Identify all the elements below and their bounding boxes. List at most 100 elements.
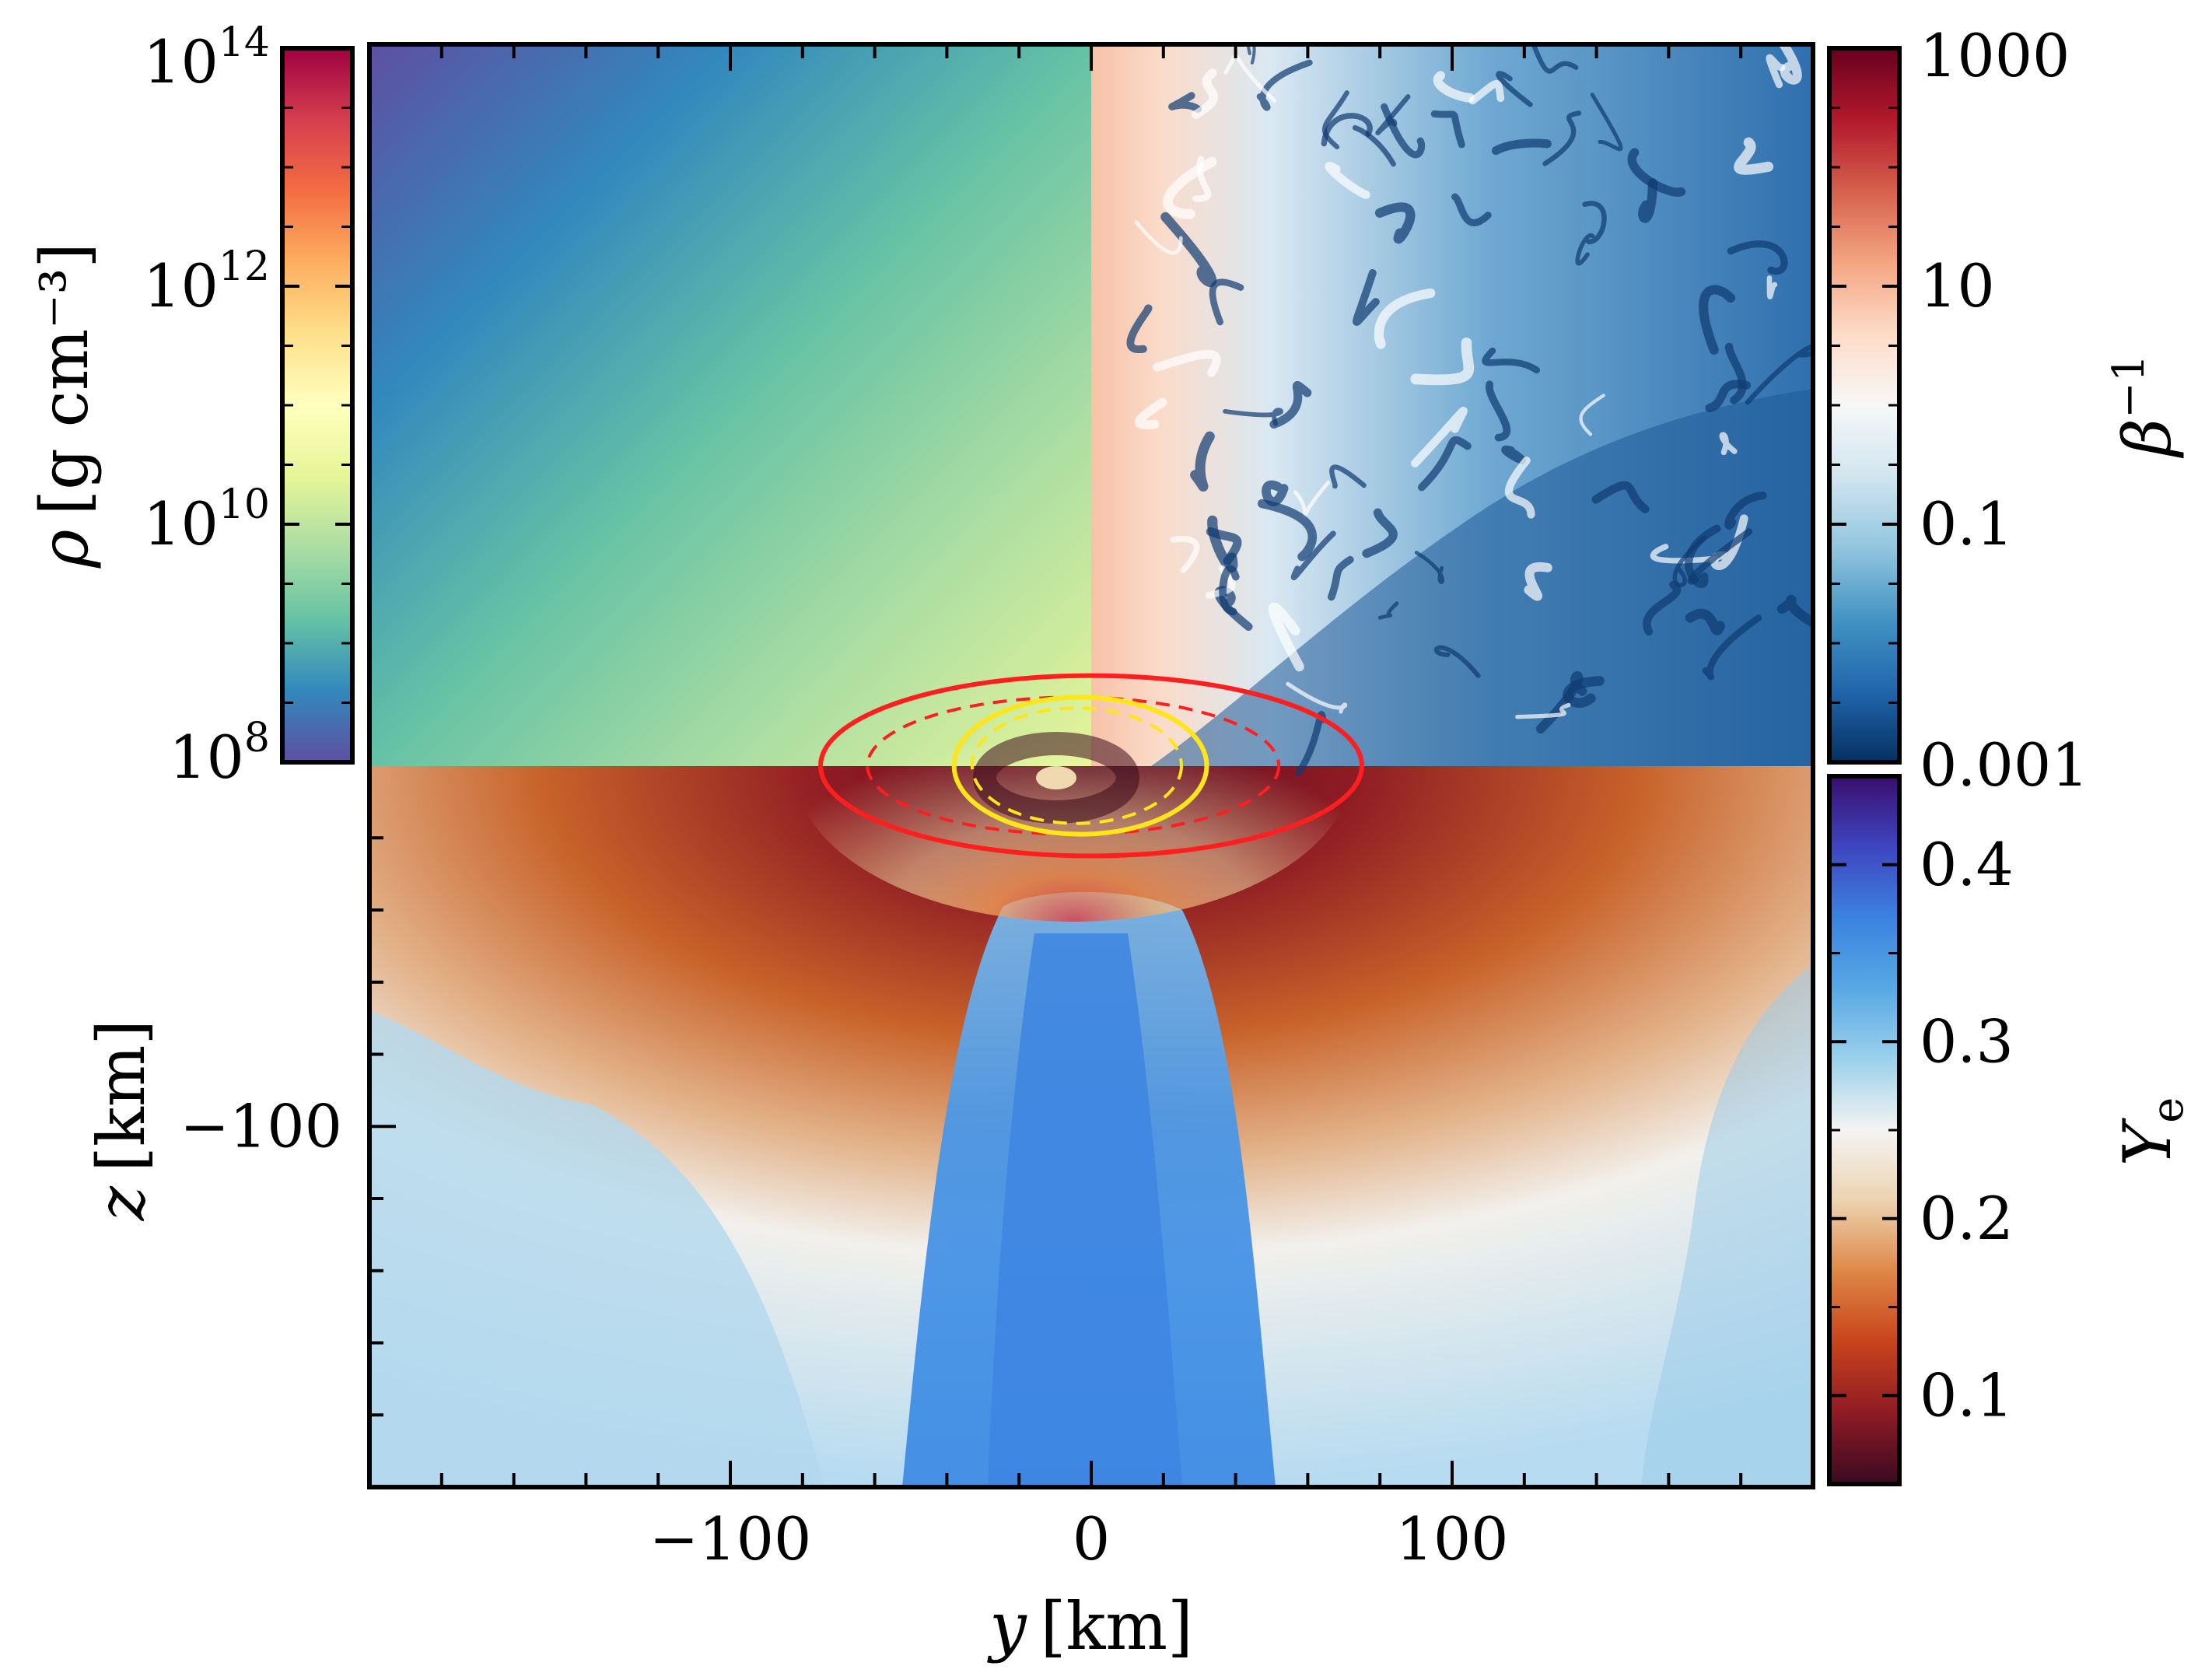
- beta-tick-label: 1000: [1920, 21, 2070, 90]
- ye-colorbar: 0.4 0.3 0.2 0.1 Ye: [1827, 774, 2193, 1486]
- beta-streak: [1329, 464, 1367, 489]
- beta-streak: [1719, 432, 1738, 456]
- beta-streak: [1410, 337, 1475, 386]
- beta-streak: [1286, 681, 1348, 714]
- beta-streak: [1160, 212, 1217, 288]
- beta-streak: [1353, 269, 1380, 326]
- beta-streak: [1579, 394, 1605, 436]
- beta-streak: [1672, 535, 1707, 588]
- beta-streak: [1468, 79, 1505, 105]
- beta-streak: [1724, 342, 1747, 404]
- beta-streak: [1256, 59, 1313, 111]
- beta-streak: [1563, 676, 1605, 708]
- beta-streak: [1209, 278, 1244, 326]
- ye-colorbar-label: Ye: [2109, 1097, 2193, 1167]
- density-tick-exp: 8: [244, 715, 270, 761]
- beta-streak: [1699, 285, 1736, 355]
- beta-streak: [1638, 178, 1657, 223]
- beta-streak: [1134, 220, 1183, 255]
- ye-label-symbol: Y: [2109, 1117, 2186, 1166]
- central-dark-ring: [973, 732, 1139, 824]
- ye-left-blue-region: [369, 1011, 824, 1487]
- ye-colorbar-fill: [1829, 776, 1899, 1484]
- contour-yellow-solid: [951, 695, 1209, 837]
- beta-tick-label: 10: [1920, 251, 1995, 320]
- density-label-unit: [g cm⁻³]: [26, 243, 103, 516]
- x-axis-symbol: y: [986, 1588, 1027, 1664]
- beta-streak: [1582, 201, 1607, 245]
- beta-streak: [1223, 408, 1283, 426]
- contours: [818, 673, 1364, 859]
- beta-streak: [1207, 515, 1238, 573]
- beta-streak: [1451, 193, 1492, 226]
- beta-dark-lower-region: [1151, 389, 1813, 766]
- beta-streak: [1163, 156, 1217, 219]
- beta-streak: [1496, 71, 1533, 107]
- beta-streak: [1778, 44, 1802, 85]
- beta-streak: [1766, 54, 1786, 89]
- ye-jet-core: [988, 933, 1182, 1487]
- ye-label-sub: e: [2143, 1097, 2193, 1123]
- beta-streak: [1727, 240, 1788, 275]
- beta-streak: [1524, 562, 1552, 601]
- beta-streak: [1430, 110, 1465, 149]
- beta-streak: [1135, 397, 1167, 430]
- beta-streak: [1724, 492, 1767, 530]
- beta-streak: [1219, 565, 1240, 616]
- beta-streak: [1223, 54, 1277, 103]
- beta-streak: [1190, 431, 1215, 492]
- beta-streak: [1192, 68, 1218, 119]
- density-colorbar-fill: [282, 48, 352, 762]
- density-tick-label: 108: [169, 715, 270, 792]
- beta-streak: [1362, 508, 1398, 558]
- density-tick-base: 10: [143, 27, 219, 96]
- density-tick-base: 10: [169, 723, 244, 792]
- beta-streaks: [1126, 44, 1813, 777]
- x-ticks: −100 0 100: [439, 44, 1743, 1573]
- beta-streak: [1643, 580, 1682, 636]
- beta-streak: [1352, 124, 1396, 167]
- beta-streak: [1325, 162, 1370, 199]
- density-tick-label: 1012: [143, 243, 270, 320]
- density-tick-label: 1010: [143, 481, 270, 558]
- density-label-symbol: ρ: [26, 530, 103, 569]
- beta-streak: [1269, 380, 1312, 429]
- contour-yellow-dashed: [970, 706, 1183, 825]
- beta-streak: [1745, 343, 1813, 405]
- y-axis-symbol: z: [83, 1185, 159, 1221]
- beta-streak: [1295, 711, 1327, 777]
- beta-streak: [1491, 138, 1552, 156]
- contour-red-solid: [818, 673, 1364, 859]
- beta-streak: [1702, 614, 1762, 681]
- beta-streak: [1687, 528, 1753, 585]
- beta-streak: [1501, 445, 1527, 464]
- x-tick-label: −100: [649, 1504, 812, 1573]
- beta-streak: [1168, 92, 1202, 113]
- density-tick-label: 1014: [143, 19, 270, 96]
- density-tick-exp: 10: [219, 481, 270, 528]
- y-axis-label: z [km]: [83, 1020, 159, 1221]
- beta-streak: [1542, 110, 1582, 166]
- ye-right-blue-region: [1641, 964, 1813, 1487]
- x-tick-label: 0: [1073, 1504, 1110, 1573]
- beta-streak: [1411, 407, 1468, 467]
- central-object: [1036, 766, 1076, 789]
- x-axis-unit: [km]: [1041, 1588, 1193, 1664]
- beta-label-symbol: β: [2109, 418, 2186, 459]
- beta-streak: [1262, 480, 1289, 506]
- density-tick-base: 10: [143, 489, 219, 558]
- beta-streak: [1153, 349, 1221, 377]
- beta-streak: [1257, 499, 1318, 562]
- y-ticks: −100: [180, 836, 396, 1417]
- beta-colorbar-label: β−1: [2104, 354, 2186, 458]
- beta-tick-label: 0.001: [1920, 730, 2089, 800]
- beta-streak: [1321, 90, 1349, 149]
- ye-tick-label: 0.4: [1920, 830, 2014, 899]
- beta-streak: [1433, 645, 1481, 678]
- plot-area: [369, 44, 1813, 1487]
- y-axis-unit: [km]: [83, 1020, 159, 1172]
- density-tick-exp: 14: [219, 19, 270, 66]
